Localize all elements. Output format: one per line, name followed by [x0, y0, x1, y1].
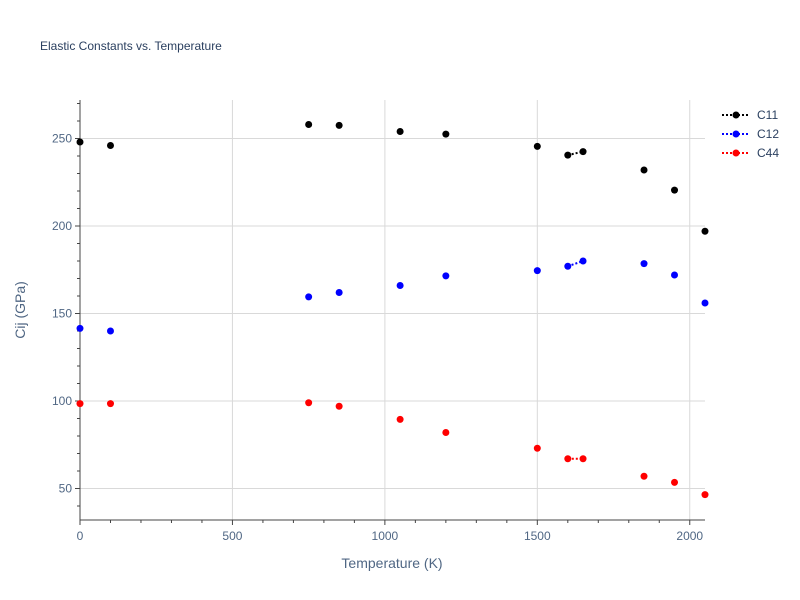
- data-point-c12[interactable]: [396, 282, 404, 289]
- x-tick-label: 1000: [372, 529, 399, 543]
- series-c11: [76, 121, 709, 235]
- y-tick-label: 100: [52, 394, 72, 408]
- data-point-c11[interactable]: [640, 166, 648, 174]
- data-point-c11[interactable]: [533, 142, 541, 150]
- data-point-c44[interactable]: [335, 402, 343, 410]
- data-point-c44[interactable]: [396, 415, 404, 423]
- legend-label: C11: [757, 108, 778, 122]
- legend-label: C12: [757, 127, 779, 141]
- legend[interactable]: C11 C12 C44: [722, 108, 779, 160]
- y-tick-label: 150: [52, 307, 72, 321]
- data-point-c44[interactable]: [76, 400, 84, 408]
- data-point-c11[interactable]: [579, 148, 587, 156]
- grid-lines: [80, 100, 705, 520]
- data-point-c12[interactable]: [701, 299, 709, 307]
- data-point-c12[interactable]: [579, 257, 587, 265]
- x-tick-label: 1500: [524, 529, 551, 543]
- data-point-c12[interactable]: [76, 324, 84, 332]
- legend-item-c12[interactable]: C12: [722, 127, 779, 141]
- x-tick-label: 0: [77, 529, 84, 543]
- data-point-c12[interactable]: [640, 260, 648, 268]
- y-tick-label: 250: [52, 132, 72, 146]
- data-point-c12[interactable]: [442, 272, 450, 280]
- data-point-c12[interactable]: [533, 267, 541, 275]
- data-point-c12[interactable]: [671, 271, 679, 279]
- y-tick-label: 200: [52, 219, 72, 233]
- data-point-c11[interactable]: [442, 130, 450, 138]
- data-point-c44[interactable]: [579, 455, 587, 463]
- data-point-c11[interactable]: [76, 138, 84, 146]
- data-point-c11[interactable]: [305, 121, 313, 128]
- legend-marker: [732, 149, 740, 157]
- data-point-c11[interactable]: [335, 121, 343, 129]
- data-point-c11[interactable]: [671, 186, 679, 194]
- series-c44: [76, 399, 709, 499]
- data-point-c44[interactable]: [671, 478, 679, 486]
- data-point-c11[interactable]: [564, 151, 572, 159]
- data-point-c12[interactable]: [106, 327, 114, 335]
- data-point-c44[interactable]: [640, 472, 648, 480]
- data-point-c44[interactable]: [533, 444, 541, 452]
- y-tick-label: 50: [59, 482, 73, 496]
- data-point-c44[interactable]: [701, 491, 709, 499]
- data-point-c11[interactable]: [701, 227, 709, 235]
- plot-area: [76, 121, 709, 499]
- data-point-c12[interactable]: [564, 262, 572, 270]
- axes: [75, 100, 705, 525]
- y-tick-labels: 50 100 150 200 250: [52, 132, 72, 496]
- data-point-c44[interactable]: [564, 455, 572, 463]
- data-point-c12[interactable]: [305, 293, 313, 301]
- legend-label: C44: [757, 146, 779, 160]
- legend-marker: [732, 130, 740, 138]
- data-point-c44[interactable]: [305, 399, 313, 407]
- x-axis-label: Temperature (K): [341, 555, 442, 571]
- x-tick-labels: 0 500 1000 1500 2000: [77, 529, 704, 543]
- legend-item-c11[interactable]: C11: [722, 108, 778, 122]
- data-point-c44[interactable]: [106, 400, 114, 408]
- series-c12: [76, 257, 709, 335]
- x-tick-label: 500: [222, 529, 242, 543]
- legend-marker: [732, 111, 740, 119]
- data-point-c12[interactable]: [335, 289, 343, 296]
- chart-title: Elastic Constants vs. Temperature: [40, 39, 222, 53]
- data-point-c44[interactable]: [442, 429, 450, 436]
- y-axis-label: Cij (GPa): [12, 281, 28, 339]
- x-tick-label: 2000: [676, 529, 703, 543]
- data-point-c11[interactable]: [396, 128, 404, 135]
- legend-item-c44[interactable]: C44: [722, 146, 779, 160]
- data-point-c11[interactable]: [106, 142, 114, 149]
